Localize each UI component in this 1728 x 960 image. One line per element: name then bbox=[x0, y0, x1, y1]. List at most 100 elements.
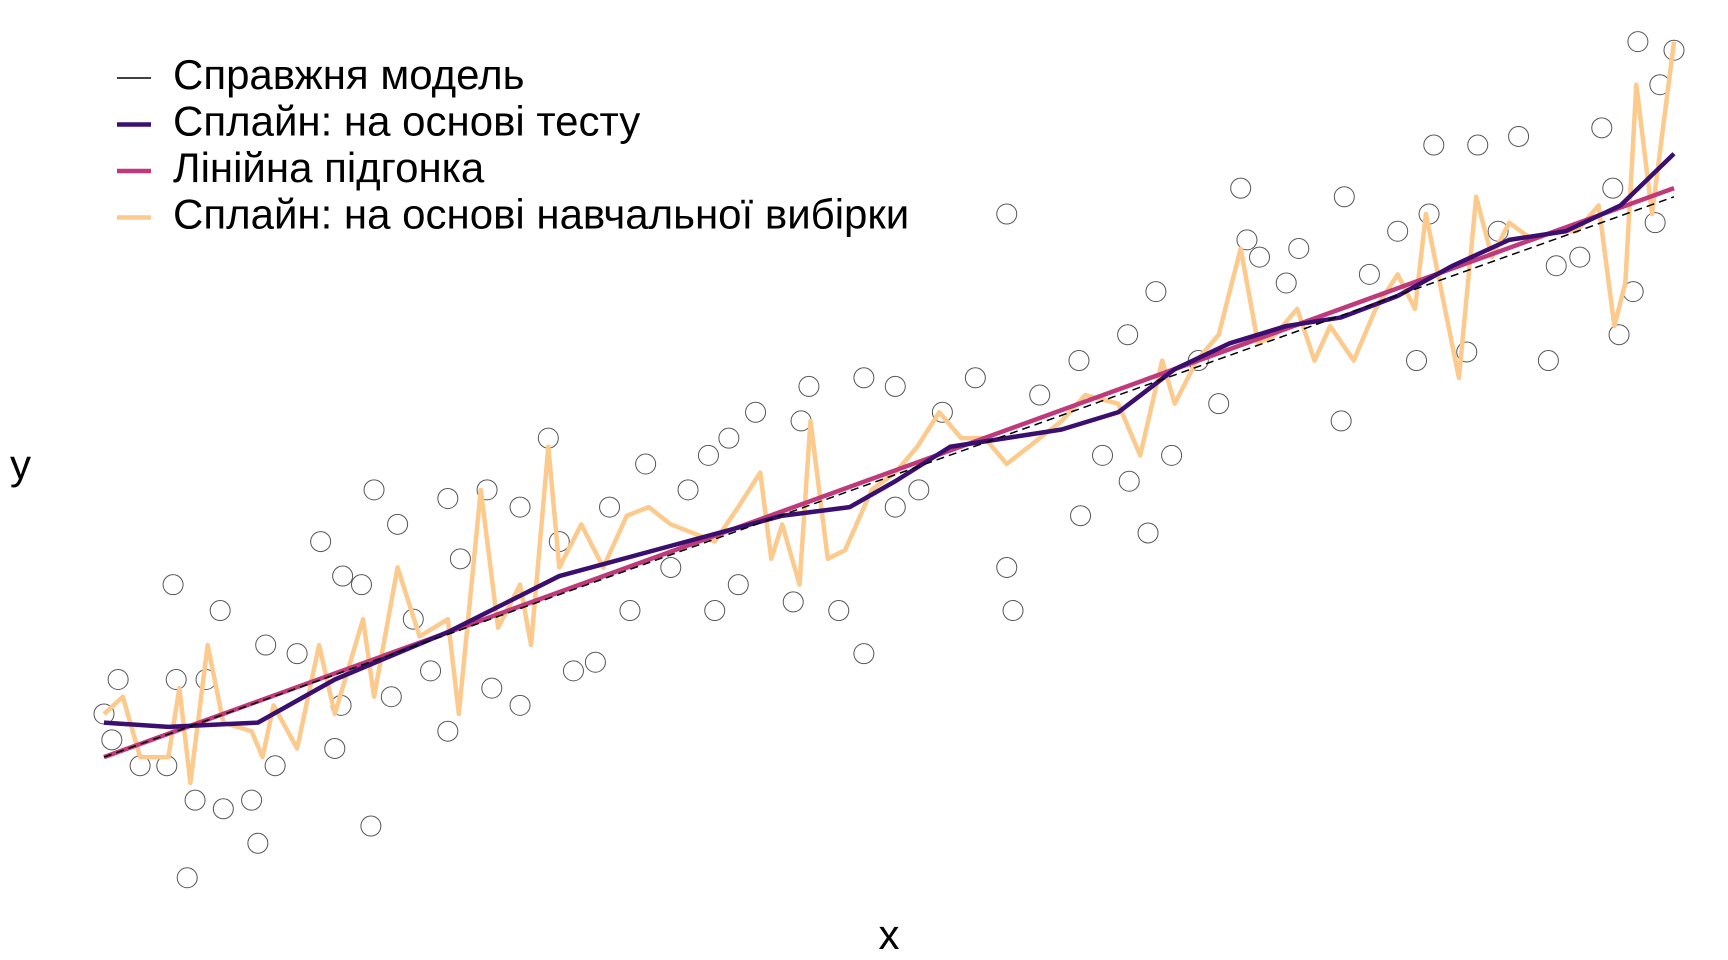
data-point bbox=[1508, 125, 1530, 147]
data-point bbox=[1275, 272, 1297, 294]
data-point bbox=[619, 600, 641, 622]
data-point bbox=[437, 720, 459, 742]
data-point bbox=[677, 479, 699, 501]
data-point bbox=[853, 367, 875, 389]
data-point bbox=[1456, 341, 1478, 363]
data-point bbox=[165, 669, 187, 690]
data-point bbox=[1545, 255, 1567, 277]
data-point bbox=[745, 401, 767, 423]
data-point bbox=[884, 375, 906, 397]
data-point bbox=[562, 660, 584, 682]
data-point bbox=[241, 789, 263, 811]
data-point bbox=[1644, 212, 1666, 234]
data-point bbox=[1117, 324, 1139, 346]
data-point bbox=[1288, 238, 1310, 259]
data-point bbox=[1230, 177, 1252, 199]
data-point bbox=[162, 574, 184, 596]
data-point bbox=[964, 367, 986, 389]
data-point bbox=[1627, 31, 1649, 53]
data-point bbox=[476, 479, 498, 501]
data-point bbox=[363, 479, 385, 501]
data-point bbox=[798, 375, 820, 397]
data-point bbox=[884, 496, 906, 518]
data-point bbox=[286, 643, 308, 665]
legend-label: Сплайн: на основі навчальної вибірки bbox=[173, 191, 909, 238]
data-point bbox=[481, 677, 503, 699]
series-line bbox=[102, 41, 1677, 786]
legend-label: Справжня модель bbox=[173, 51, 525, 98]
data-point bbox=[1406, 350, 1428, 372]
data-point bbox=[176, 867, 198, 889]
data-point bbox=[1068, 350, 1090, 372]
data-point bbox=[697, 444, 719, 466]
x-axis-label: x bbox=[879, 911, 900, 958]
data-point bbox=[853, 643, 875, 665]
data-point bbox=[402, 608, 424, 630]
data-point bbox=[1358, 263, 1380, 285]
data-point bbox=[437, 487, 459, 509]
data-point bbox=[660, 556, 682, 578]
data-point bbox=[1602, 177, 1624, 199]
data-point bbox=[599, 496, 621, 518]
data-point bbox=[1537, 350, 1559, 372]
data-point bbox=[584, 651, 606, 673]
data-point bbox=[996, 203, 1018, 225]
data-point bbox=[324, 737, 346, 759]
data-point bbox=[350, 574, 372, 596]
data-point bbox=[1137, 522, 1159, 544]
data-point bbox=[1161, 444, 1183, 466]
data-point bbox=[908, 479, 930, 501]
data-point bbox=[212, 798, 234, 820]
data-point bbox=[332, 565, 354, 587]
data-point bbox=[247, 832, 269, 854]
data-point bbox=[635, 453, 657, 475]
data-point bbox=[1118, 470, 1140, 492]
data-point bbox=[264, 755, 286, 777]
data-point bbox=[996, 556, 1018, 578]
data-point bbox=[782, 591, 804, 613]
data-point bbox=[387, 513, 409, 535]
data-point bbox=[310, 531, 332, 553]
data-point bbox=[1145, 281, 1167, 303]
legend-label: Сплайн: на основі тесту bbox=[173, 98, 640, 145]
data-point bbox=[101, 729, 123, 751]
data-point bbox=[727, 574, 749, 596]
series-line bbox=[103, 186, 1675, 760]
data-point bbox=[420, 660, 442, 682]
data-point bbox=[360, 815, 382, 837]
data-point bbox=[1002, 600, 1024, 622]
data-point bbox=[1467, 134, 1489, 156]
data-point bbox=[1423, 134, 1445, 156]
y-axis-label: y bbox=[10, 441, 31, 488]
data-point bbox=[828, 600, 850, 622]
series-line bbox=[103, 196, 1675, 758]
data-point bbox=[704, 600, 726, 622]
data-point bbox=[1330, 410, 1352, 432]
data-point bbox=[255, 634, 277, 656]
data-point bbox=[1236, 229, 1258, 251]
data-point bbox=[1387, 220, 1409, 242]
data-point bbox=[509, 694, 531, 716]
legend-label: Лінійна підгонка bbox=[173, 144, 485, 191]
data-point bbox=[1591, 117, 1613, 139]
data-point bbox=[931, 401, 953, 423]
data-point bbox=[1569, 246, 1591, 268]
data-point bbox=[509, 496, 531, 518]
data-point bbox=[380, 686, 402, 708]
data-point bbox=[1070, 505, 1092, 527]
data-point bbox=[107, 669, 129, 690]
data-point bbox=[1663, 39, 1685, 61]
data-point bbox=[718, 427, 740, 449]
data-point bbox=[184, 789, 206, 811]
data-point bbox=[1333, 186, 1355, 208]
series-line bbox=[103, 152, 1676, 730]
data-point bbox=[209, 600, 231, 622]
data-point bbox=[1029, 384, 1051, 406]
data-point bbox=[1092, 444, 1114, 466]
data-point bbox=[1249, 246, 1271, 268]
data-point bbox=[449, 548, 471, 570]
data-point bbox=[1208, 393, 1230, 415]
data-point bbox=[1608, 324, 1630, 346]
